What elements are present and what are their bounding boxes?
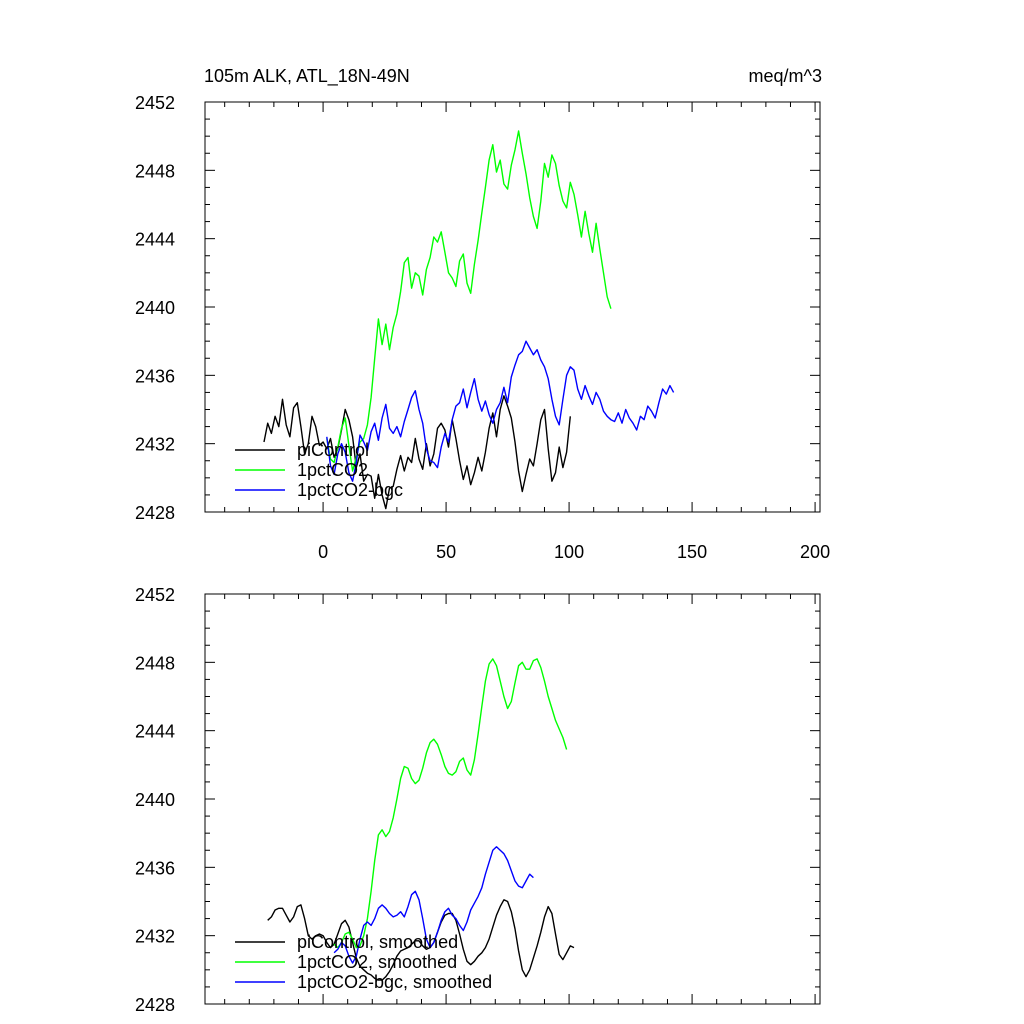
x-tick-label: 50 [436,542,456,562]
series-line-2 [326,130,612,472]
figure-title: 105m ALK, ATL_18N-49N [204,66,410,87]
y-tick-label: 2452 [135,585,175,605]
series-line-1 [263,395,571,510]
x-tick-label: 0 [318,542,328,562]
x-tick-label: 200 [800,542,830,562]
series-line-3 [333,846,534,964]
x-tick-label: 150 [677,542,707,562]
y-tick-label: 2436 [135,858,175,878]
x-tick-label: 100 [554,542,584,562]
figure-units: meq/m^3 [749,66,822,86]
y-tick-label: 2428 [135,995,175,1015]
y-tick-label: 2432 [135,435,175,455]
series-line-3 [326,340,675,482]
bottom-panel: 2428 2432 2436 2440 2444 2448 2452 piControl, s… [135,585,821,1015]
legend-label: piControl [297,440,369,460]
legend-label: 1pctCO2-bgc, smoothed [297,972,492,992]
legend-label: 1pctCO2 [297,460,368,480]
series-line-2 [333,658,568,949]
y-tick-label: 2432 [135,927,175,947]
y-tick-label: 2444 [135,230,175,250]
y-tick-label: 2428 [135,503,175,523]
y-tick-label: 2440 [135,790,175,810]
y-tick-label: 2452 [135,93,175,113]
y-tick-label: 2444 [135,722,175,742]
legend-label: 1pctCO2, smoothed [297,952,457,972]
y-tick-label: 2448 [135,653,175,673]
y-tick-label: 2440 [135,298,175,318]
y-tick-label: 2448 [135,161,175,181]
series-line-1 [267,899,575,981]
y-tick-label: 2436 [135,366,175,386]
legend-label: piControl, smoothed [297,932,458,952]
top-panel: 2428 2432 2436 2440 2444 2448 2452 0 50 100 150 200… [135,93,830,562]
legend-label: 1pctCO2-bgc [297,480,403,500]
